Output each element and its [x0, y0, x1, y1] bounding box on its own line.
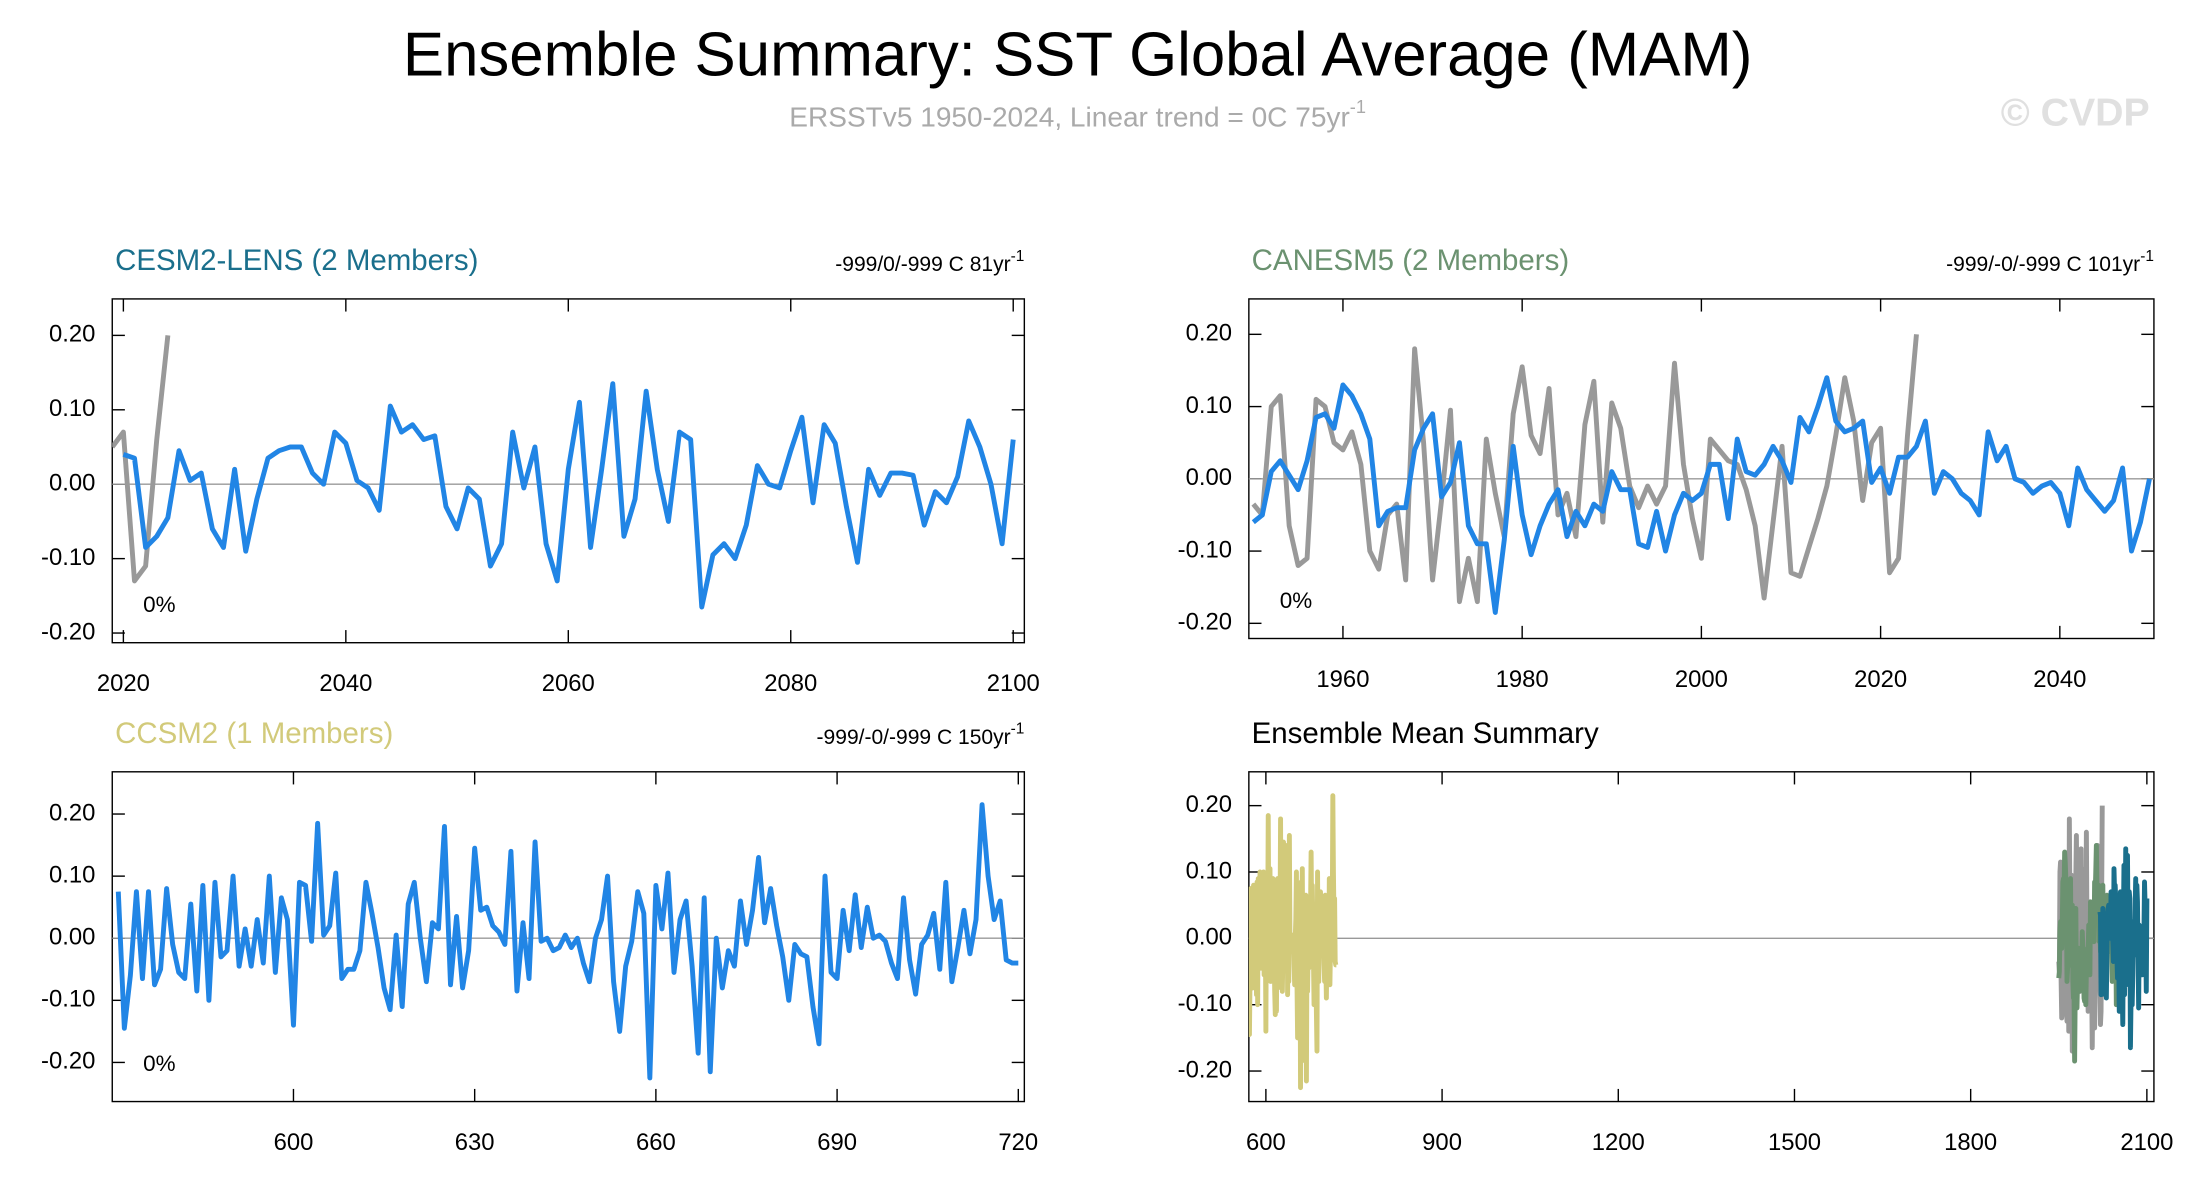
x-tick-label: 2080 — [764, 670, 817, 697]
x-tick-label: 2020 — [1854, 666, 1907, 693]
x-tick-label: 690 — [817, 1129, 857, 1156]
percent-label: 0% — [1280, 588, 1312, 613]
y-tick-label: 0.10 — [1186, 857, 1232, 884]
y-tick-label: 0.20 — [49, 799, 95, 826]
x-tick-label: 2000 — [1675, 666, 1728, 693]
y-tick-label: 0.20 — [1186, 791, 1232, 818]
trend-text: -999/-0/-999 C 101yr — [1946, 253, 2140, 276]
series-line — [1251, 375, 2152, 615]
series-group — [1248, 793, 2150, 1091]
y-tick-label: -0.10 — [1178, 536, 1232, 563]
y-tick-label: -0.20 — [1178, 609, 1232, 636]
percent-label: 0% — [143, 592, 175, 617]
series-line — [115, 802, 1019, 1081]
y-tick-label: 0.20 — [1186, 320, 1232, 347]
series-line — [112, 335, 171, 584]
y-tick-label: 0.00 — [49, 470, 95, 497]
trend-sup: -1 — [1011, 721, 1025, 738]
trend-label: -999/0/-999 C 81yr-1 — [835, 248, 1024, 276]
y-tick-label: -0.10 — [41, 986, 95, 1013]
y-tick-label: 0.00 — [49, 924, 95, 951]
y-tick-label: -0.20 — [41, 1048, 95, 1075]
x-tick-label: 2040 — [319, 670, 372, 697]
x-tick-label: 2100 — [2120, 1129, 2173, 1156]
x-tick-label: 2060 — [542, 670, 595, 697]
trend-label: -999/-0/-999 C 150yr-1 — [817, 721, 1025, 749]
figure-subtitle: ERSSTv5 1950-2024, Linear trend = 0C 75y… — [789, 96, 1366, 133]
series-line — [2097, 846, 2150, 1051]
x-tick-label: 2020 — [97, 670, 150, 697]
y-tick-label: 0.00 — [1186, 464, 1232, 491]
trend-label: -999/-0/-999 C 101yr-1 — [1946, 248, 2154, 276]
y-tick-label: 0.10 — [49, 861, 95, 888]
series-group — [115, 802, 1019, 1081]
y-tick-label: -0.10 — [41, 544, 95, 571]
x-tick-label: 2100 — [987, 670, 1040, 697]
series-line — [1248, 793, 1339, 1091]
subtitle-sup: -1 — [1350, 96, 1366, 117]
plot-frame — [1248, 771, 2155, 1103]
x-tick-label: 900 — [1422, 1129, 1462, 1156]
x-tick-label: 2040 — [2033, 666, 2086, 693]
x-tick-label: 600 — [1246, 1129, 1286, 1156]
series-line — [1251, 334, 1919, 605]
panel-title: CESM2-LENS (2 Members) — [115, 244, 478, 277]
y-tick-label: 0.10 — [49, 395, 95, 422]
trend-text: -999/-0/-999 C 150yr — [817, 726, 1011, 749]
x-tick-label: 1800 — [1944, 1129, 1997, 1156]
x-tick-label: 1500 — [1768, 1129, 1821, 1156]
x-tick-label: 630 — [455, 1129, 495, 1156]
watermark: © CVDP — [2001, 90, 2150, 134]
y-tick-label: -0.20 — [41, 618, 95, 645]
panel: 0.20 0.10 0.00 -0.10 -0.20 600 900 1200 1500 1800… — [1178, 717, 2174, 1156]
x-tick-label: 600 — [274, 1129, 314, 1156]
panel-title: CCSM2 (1 Members) — [115, 717, 393, 750]
trend-sup: -1 — [1011, 248, 1025, 265]
y-tick-label: 0.00 — [1186, 924, 1232, 951]
x-tick-label: 1960 — [1316, 666, 1369, 693]
x-tick-label: 1200 — [1592, 1129, 1645, 1156]
x-tick-label: 720 — [998, 1129, 1038, 1156]
y-tick-label: -0.20 — [1178, 1056, 1232, 1083]
subtitle-text: ERSSTv5 1950-2024, Linear trend = 0C 75y… — [789, 102, 1349, 133]
y-tick-label: -0.10 — [1178, 990, 1232, 1017]
panel-title: CANESM5 (2 Members) — [1252, 244, 1570, 277]
figure-title: Ensemble Summary: SST Global Average (MA… — [403, 20, 1753, 89]
panel: 0.20 0.10 0.00 -0.10 -0.20 1960 1980 2000 2020 20… — [1178, 244, 2155, 693]
x-tick-label: 1980 — [1496, 666, 1549, 693]
y-tick-label: 0.20 — [49, 321, 95, 348]
series-line — [122, 381, 1016, 610]
x-tick-label: 660 — [636, 1129, 676, 1156]
series-group — [1251, 334, 2152, 615]
panel-title: Ensemble Mean Summary — [1252, 717, 1599, 750]
trend-sup: -1 — [2140, 248, 2154, 265]
panel: 0.20 0.10 0.00 -0.10 -0.20 600 630 660 690 720 CCS… — [41, 717, 1038, 1156]
percent-label: 0% — [143, 1051, 175, 1076]
series-group — [112, 335, 1016, 610]
y-tick-label: 0.10 — [1186, 392, 1232, 419]
plot-frame — [1248, 298, 2155, 640]
trend-text: -999/0/-999 C 81yr — [835, 253, 1010, 276]
